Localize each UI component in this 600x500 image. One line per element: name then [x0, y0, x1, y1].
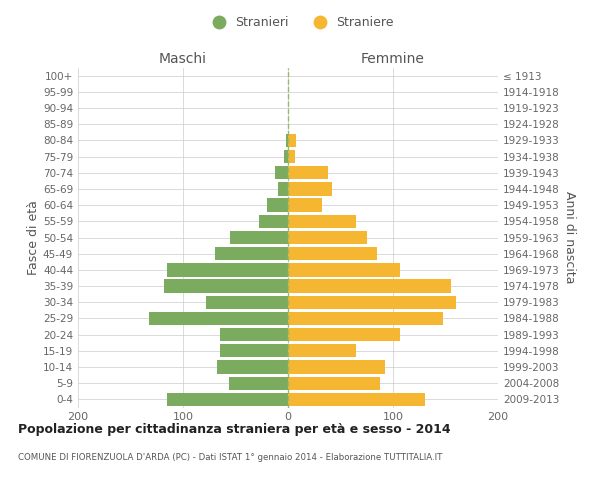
Text: Maschi: Maschi: [159, 52, 207, 66]
Y-axis label: Anni di nascita: Anni di nascita: [563, 191, 576, 284]
Bar: [167, 263, 288, 276]
Bar: [267, 198, 288, 212]
Bar: [164, 280, 288, 292]
Bar: [167, 393, 288, 406]
Bar: [149, 312, 288, 325]
Bar: [288, 360, 385, 374]
Bar: [288, 263, 400, 276]
Bar: [288, 376, 380, 390]
Bar: [288, 231, 367, 244]
Text: Popolazione per cittadinanza straniera per età e sesso - 2014: Popolazione per cittadinanza straniera p…: [18, 422, 451, 436]
Y-axis label: Fasce di età: Fasce di età: [27, 200, 40, 275]
Bar: [286, 134, 288, 147]
Bar: [288, 344, 356, 358]
Bar: [288, 134, 296, 147]
Bar: [288, 150, 295, 163]
Bar: [288, 296, 456, 309]
Bar: [230, 231, 288, 244]
Bar: [217, 360, 288, 374]
Bar: [288, 214, 356, 228]
Bar: [229, 376, 288, 390]
Bar: [220, 328, 288, 342]
Text: COMUNE DI FIORENZUOLA D'ARDA (PC) - Dati ISTAT 1° gennaio 2014 - Elaborazione TU: COMUNE DI FIORENZUOLA D'ARDA (PC) - Dati…: [18, 452, 442, 462]
Bar: [277, 182, 288, 196]
Bar: [220, 344, 288, 358]
Text: Femmine: Femmine: [361, 52, 425, 66]
Bar: [288, 166, 328, 179]
Bar: [288, 312, 443, 325]
Bar: [288, 280, 451, 292]
Bar: [288, 198, 322, 212]
Bar: [275, 166, 288, 179]
Bar: [259, 214, 288, 228]
Bar: [284, 150, 288, 163]
Bar: [288, 393, 425, 406]
Bar: [206, 296, 288, 309]
Bar: [215, 247, 288, 260]
Bar: [288, 182, 332, 196]
Legend: Stranieri, Straniere: Stranieri, Straniere: [202, 11, 398, 34]
Bar: [288, 247, 377, 260]
Bar: [288, 328, 400, 342]
